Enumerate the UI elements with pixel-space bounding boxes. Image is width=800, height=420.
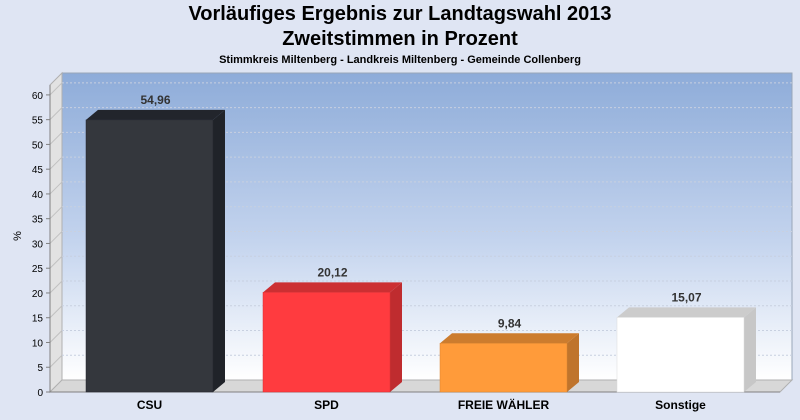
y-tick-label: 50 <box>32 140 44 151</box>
bar-top <box>86 109 225 120</box>
bar <box>439 343 568 393</box>
bar <box>262 292 391 393</box>
gridline-side <box>49 107 63 121</box>
gridline-side <box>49 206 63 220</box>
gridline-side <box>49 82 63 96</box>
bar-top <box>263 282 402 293</box>
y-tick-label: 15 <box>32 314 44 325</box>
y-tick-label: 20 <box>32 289 44 300</box>
bar-top <box>440 333 579 344</box>
chart-title: Vorläufiges Ergebnis zur Landtagswahl 20… <box>188 3 612 25</box>
bar-top <box>617 307 756 318</box>
chart-subtitle: Zweitstimmen in Prozent <box>282 28 518 50</box>
gridline-side <box>49 132 63 145</box>
gridline-side <box>49 330 63 343</box>
data-label: 9,84 <box>498 316 522 330</box>
y-tick-label: 0 <box>37 388 43 399</box>
gridline-side <box>49 354 63 368</box>
bar-side <box>213 109 225 393</box>
y-tick-label: 5 <box>37 363 43 374</box>
y-tick-label: 60 <box>32 91 44 102</box>
x-tick-label: CSU <box>137 398 162 412</box>
bar <box>85 119 214 393</box>
data-label: 20,12 <box>317 265 347 279</box>
gridline-side <box>49 231 63 244</box>
data-label: 15,07 <box>671 290 701 304</box>
bar-side <box>390 282 402 392</box>
y-tick-label: 55 <box>32 116 44 127</box>
gridline-side <box>49 305 63 319</box>
gridline-side <box>49 255 63 269</box>
bar-side <box>567 333 579 392</box>
chart-caption: Stimmkreis Miltenberg - Landkreis Milten… <box>219 54 581 66</box>
gridline-side <box>49 156 63 170</box>
y-tick-label: 35 <box>32 215 44 226</box>
gridline-side <box>49 280 63 294</box>
x-tick-label: Sonstige <box>655 398 706 412</box>
y-tick-label: 10 <box>32 338 44 349</box>
x-tick-label: SPD <box>314 398 339 412</box>
bar-side <box>744 307 756 392</box>
y-tick-label: 30 <box>32 239 44 250</box>
y-tick-label: 25 <box>32 264 44 275</box>
bar <box>616 317 745 393</box>
gridline-side <box>49 181 63 195</box>
data-label: 54,96 <box>140 93 170 107</box>
y-tick-label: 45 <box>32 165 44 176</box>
plot-side-wall <box>49 71 63 394</box>
y-tick-label: 40 <box>32 190 44 201</box>
x-tick-label: FREIE WÄHLER <box>458 397 550 412</box>
y-axis-label: % <box>12 231 24 241</box>
